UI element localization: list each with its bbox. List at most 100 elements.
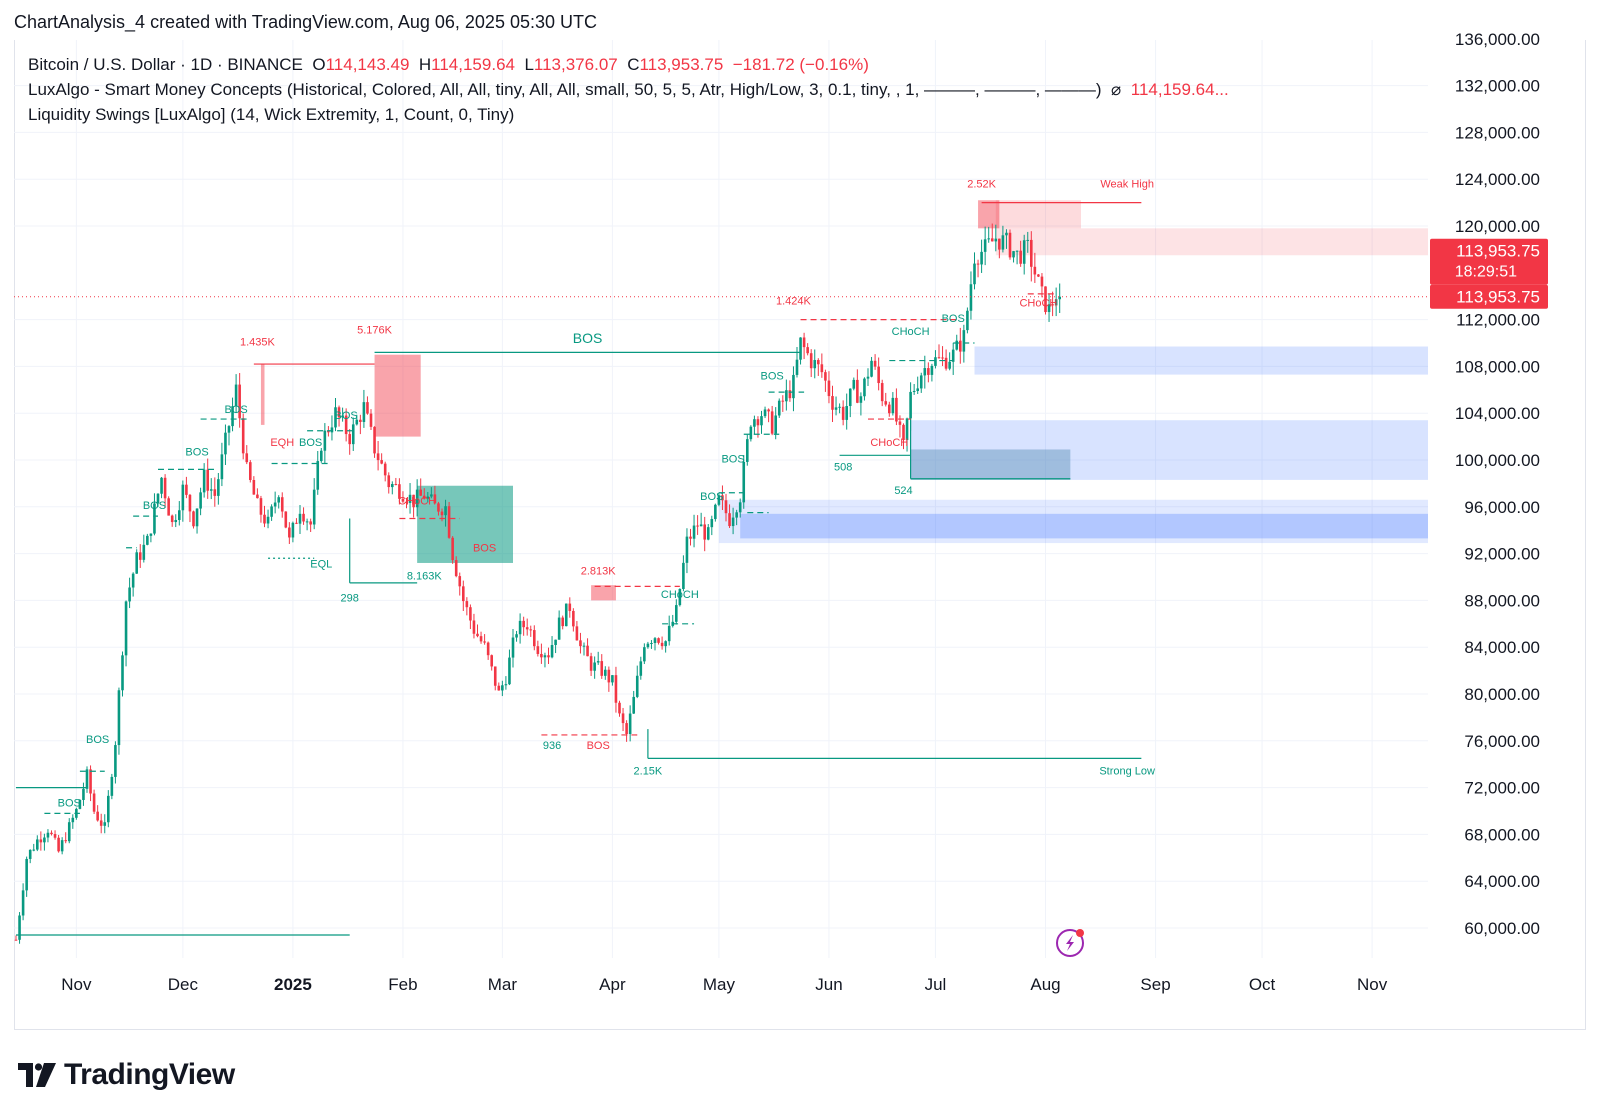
legend-indicator-liquidity[interactable]: Liquidity Swings [LuxAlgo] (14, Wick Ext… — [28, 102, 1229, 127]
liquidity-label: 5.176K — [357, 325, 393, 337]
candle-body — [344, 415, 348, 435]
candle-body — [848, 388, 852, 407]
candle-body — [447, 506, 451, 538]
candle-body — [859, 396, 863, 403]
candle-body — [32, 849, 36, 851]
candle-body — [951, 349, 955, 362]
y-axis-tick-label: 100,000.00 — [1455, 451, 1540, 470]
y-axis-tick-label: 104,000.00 — [1455, 404, 1540, 423]
choch-label: CHoCH — [661, 589, 699, 601]
candle-body — [692, 525, 696, 539]
countdown-timer: 18:29:51 — [1455, 264, 1517, 281]
candle-body — [1037, 274, 1040, 277]
candle-body — [341, 415, 344, 418]
candle-body — [795, 359, 799, 375]
liquidity-label: 2.813K — [581, 566, 617, 578]
symbol-title[interactable]: Bitcoin / U.S. Dollar · 1D · BINANCE — [28, 55, 303, 74]
candle-body — [241, 418, 245, 454]
candle-body — [327, 430, 330, 433]
legend-indicator-smc[interactable]: LuxAlgo - Smart Money Concepts (Historic… — [28, 77, 1229, 102]
liquidity-swing-box-mar — [591, 585, 616, 601]
candle-body — [955, 340, 959, 350]
candle-body — [359, 419, 362, 422]
candle-body — [515, 634, 518, 638]
candle-body — [809, 353, 813, 369]
open-label: O — [312, 55, 326, 74]
candle-body — [21, 890, 25, 916]
candle-body — [138, 552, 142, 560]
candle-body — [1054, 299, 1058, 306]
liquidity-label: 8.163K — [407, 570, 443, 582]
candle-body — [1008, 232, 1012, 258]
bos-label: BOS — [761, 370, 784, 382]
hidden-eye-icon[interactable]: ⌀ — [1111, 80, 1122, 99]
candle-body — [231, 406, 234, 427]
candle-body — [863, 378, 866, 397]
candle-body — [813, 360, 817, 369]
candle-body — [909, 391, 912, 419]
tradingview-logo[interactable]: TradingView — [18, 1058, 235, 1092]
candle-body — [312, 489, 316, 525]
candle-body — [493, 666, 497, 686]
candle-body — [156, 493, 160, 504]
y-axis-tick-label: 72,000.00 — [1464, 779, 1540, 798]
candle-body — [824, 372, 827, 381]
x-axis-tick-label: Jun — [815, 975, 842, 994]
candle-body — [870, 360, 873, 377]
candle-body — [334, 407, 337, 428]
candle-body — [529, 629, 533, 631]
candle-body — [174, 519, 178, 523]
bos-label: BOS — [721, 453, 744, 465]
candle-body — [394, 484, 398, 486]
candle-body — [1040, 276, 1044, 287]
candle-body — [888, 404, 891, 414]
candle-body — [937, 357, 941, 359]
indicator-price-value: 113,953.75 — [1456, 288, 1540, 307]
candle-body — [440, 511, 444, 516]
candle-body — [600, 661, 604, 676]
candle-body — [256, 494, 259, 499]
y-axis-tick-label: 76,000.00 — [1464, 732, 1540, 751]
candle-body — [195, 508, 199, 527]
y-axis-tick-label: 80,000.00 — [1464, 685, 1540, 704]
candle-body — [948, 361, 951, 369]
bos-label: BOS — [143, 500, 166, 512]
candle-body — [202, 469, 206, 493]
candle-body — [277, 497, 280, 503]
candle-body — [209, 489, 213, 491]
candle-body — [387, 475, 391, 488]
candle-body — [469, 607, 472, 621]
candle-body — [185, 484, 188, 495]
candle-body — [1058, 296, 1061, 300]
candle-body — [107, 795, 110, 823]
liquidity-label: 508 — [834, 462, 852, 474]
candle-body — [628, 713, 632, 735]
candle-body — [611, 675, 614, 683]
candle-body — [124, 601, 128, 656]
y-axis-tick-label: 60,000.00 — [1464, 919, 1540, 938]
candle-body — [43, 837, 46, 843]
y-axis-tick-label: 64,000.00 — [1464, 872, 1540, 891]
y-axis-tick-label: 136,000.00 — [1455, 30, 1540, 49]
candle-body — [1005, 232, 1008, 236]
candle-body — [479, 636, 483, 642]
candle-body — [944, 357, 948, 369]
last-price-tag-background — [1430, 238, 1548, 285]
candle-body — [46, 832, 50, 838]
candle-body — [923, 368, 927, 376]
candle-body — [430, 494, 433, 497]
candle-body — [309, 521, 312, 525]
candle-body — [980, 251, 983, 265]
eqh-label: EQH — [270, 437, 294, 449]
candle-body — [1001, 235, 1005, 250]
candle-body — [160, 477, 163, 494]
candle-body — [501, 685, 504, 691]
candle-body — [550, 645, 554, 658]
choch-label: CHoCH — [870, 437, 908, 449]
candle-body — [234, 384, 238, 407]
candle-body — [735, 512, 738, 518]
low-label: L — [524, 55, 534, 74]
candle-body — [1044, 286, 1047, 313]
candle-body — [128, 587, 131, 602]
